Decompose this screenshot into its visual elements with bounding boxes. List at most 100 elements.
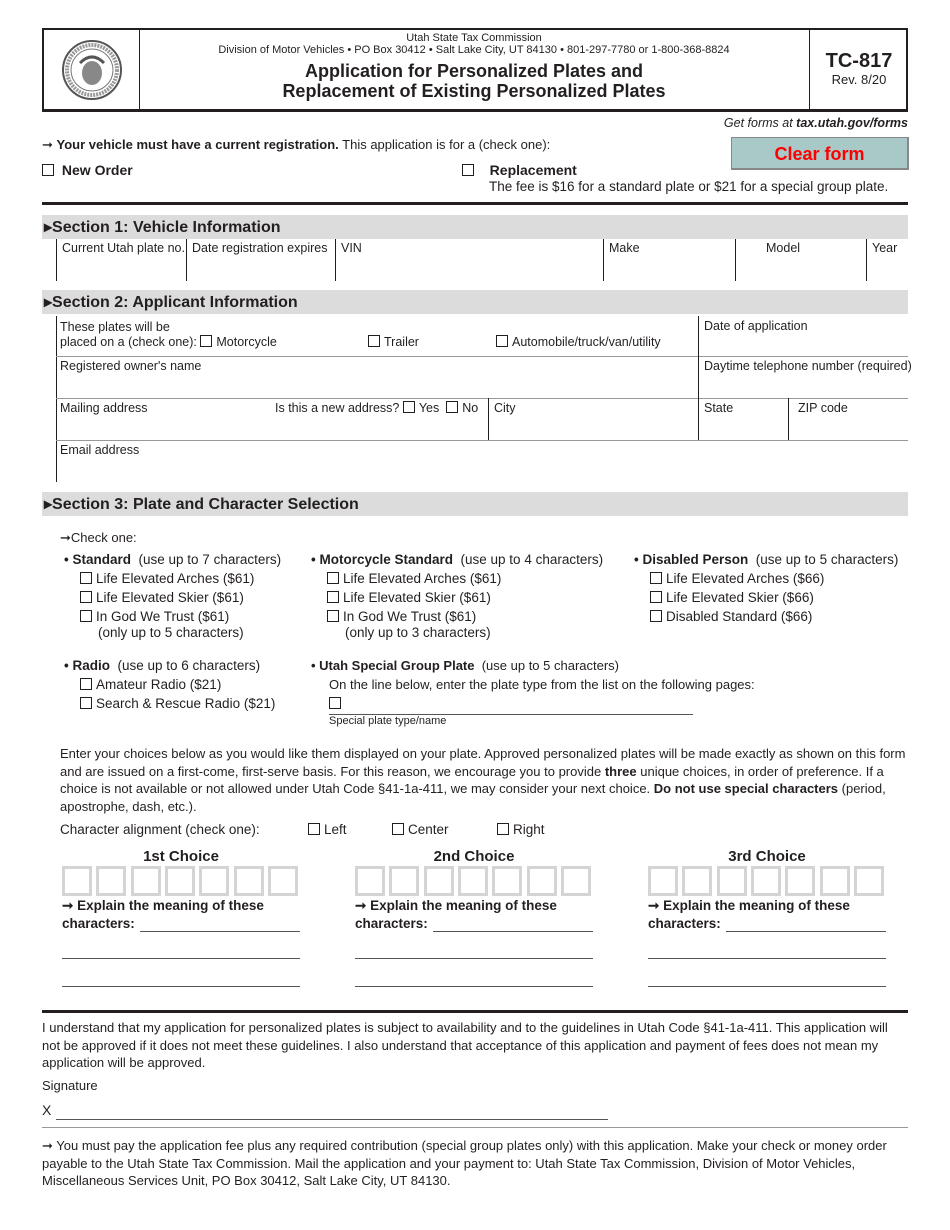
explain-line[interactable] xyxy=(433,931,593,932)
get-forms-prefix: Get forms at xyxy=(723,116,797,130)
registration-expires-field[interactable]: Date registration expires xyxy=(192,241,328,255)
year-field[interactable]: Year xyxy=(872,241,898,255)
motorcycle-group: • Motorcycle Standard (use up to 4 chara… xyxy=(311,552,604,640)
special-plate-line[interactable] xyxy=(329,714,693,715)
standard-group: • Standard (use up to 7 characters) Life… xyxy=(64,552,282,640)
character-box[interactable] xyxy=(648,866,678,896)
character-box[interactable] xyxy=(853,866,884,896)
character-box[interactable] xyxy=(96,866,127,896)
explain-line[interactable] xyxy=(355,986,593,987)
moto-option[interactable]: Life Elevated Arches ($61) xyxy=(311,569,603,588)
character-box[interactable] xyxy=(130,866,161,896)
new-order-option[interactable]: New Order xyxy=(42,162,133,178)
trailer-option[interactable]: Trailer xyxy=(368,335,419,349)
forms-url[interactable]: tax.utah.gov/forms xyxy=(796,116,908,130)
arrow-right-icon: ➞ xyxy=(42,1138,53,1153)
disabled-option[interactable]: Disabled Standard ($66) xyxy=(634,607,898,626)
motorcycle-checkbox[interactable] xyxy=(200,335,213,347)
character-box[interactable] xyxy=(423,866,454,896)
explain-line[interactable] xyxy=(140,931,300,932)
auto-checkbox[interactable] xyxy=(496,335,508,347)
clear-form-button[interactable]: Clear form xyxy=(731,137,909,170)
standard-option[interactable]: Life Elevated Arches ($61) xyxy=(64,569,281,588)
zip-field[interactable]: ZIP code xyxy=(798,401,848,415)
trailer-checkbox[interactable] xyxy=(368,335,380,347)
character-box[interactable] xyxy=(560,866,591,896)
standard-option[interactable]: Life Elevated Skier ($61) xyxy=(64,588,281,607)
replacement-option[interactable]: Replacement xyxy=(462,162,577,178)
character-box[interactable] xyxy=(457,866,488,896)
explain-line[interactable] xyxy=(648,958,886,959)
phone-field[interactable]: Daytime telephone number (required) xyxy=(704,359,912,373)
disabled-option[interactable]: Life Elevated Skier ($66) xyxy=(634,588,898,607)
character-box[interactable] xyxy=(62,866,92,896)
date-of-application-field[interactable]: Date of application xyxy=(704,319,808,333)
replacement-checkbox[interactable] xyxy=(462,164,474,176)
make-field[interactable]: Make xyxy=(609,241,640,255)
character-box[interactable] xyxy=(750,866,781,896)
character-box[interactable] xyxy=(526,866,557,896)
align-center-option[interactable]: Center xyxy=(392,822,449,837)
state-field[interactable]: State xyxy=(704,401,734,415)
character-box[interactable] xyxy=(682,866,713,896)
radio-option[interactable]: Amateur Radio ($21) xyxy=(64,675,275,694)
plate-no-field[interactable]: Current Utah plate no. xyxy=(62,241,185,255)
new-address-question: Is this a new address? Yes No xyxy=(275,401,479,415)
explain-line[interactable] xyxy=(62,986,300,987)
characters-label: characters: xyxy=(62,916,135,931)
new-order-label: New Order xyxy=(61,162,133,178)
character-box[interactable] xyxy=(233,866,264,896)
owner-name-field[interactable]: Registered owner's name xyxy=(60,359,202,373)
form-header: Utah State Tax Commission Division of Mo… xyxy=(42,28,908,112)
replacement-label: Replacement xyxy=(489,162,577,178)
agency-address: Division of Motor Vehicles • PO Box 3041… xyxy=(218,44,730,56)
section-1-title: Section 1: Vehicle Information xyxy=(52,219,281,236)
character-box[interactable] xyxy=(164,866,195,896)
character-box[interactable] xyxy=(267,866,298,896)
agreement-text: I understand that my application for per… xyxy=(42,1020,888,1070)
applicant-info-grid: These plates will be placed on a (check … xyxy=(56,316,912,482)
character-box[interactable] xyxy=(199,866,230,896)
city-field[interactable]: City xyxy=(494,401,516,415)
character-box[interactable] xyxy=(819,866,850,896)
disabled-option[interactable]: Life Elevated Arches ($66) xyxy=(634,569,898,588)
special-plate-field-label: Special plate type/name xyxy=(329,715,447,727)
explain-line[interactable] xyxy=(726,931,886,932)
standard-option[interactable]: In God We Trust ($61) xyxy=(64,607,281,626)
align-left-option[interactable]: Left xyxy=(308,822,347,837)
mailing-address-field[interactable]: Mailing address xyxy=(60,401,148,415)
model-field[interactable]: Model xyxy=(766,241,801,255)
notice-rest: This application is for a (check one): xyxy=(338,137,551,152)
no-checkbox[interactable] xyxy=(446,401,459,413)
special-group: • Utah Special Group Plate (use up to 5 … xyxy=(311,656,755,713)
explain-line[interactable] xyxy=(648,986,886,987)
signature-label: Signature xyxy=(42,1078,98,1093)
disabled-group: • Disabled Person (use up to 5 character… xyxy=(634,552,899,626)
email-field[interactable]: Email address xyxy=(60,443,140,457)
radio-option[interactable]: Search & Rescue Radio ($21) xyxy=(64,694,275,713)
no-label: No xyxy=(462,401,479,415)
character-box[interactable] xyxy=(389,866,420,896)
vin-field[interactable]: VIN xyxy=(341,241,362,255)
explain-label: ➞ Explain the meaning of these xyxy=(355,898,557,913)
get-forms-link[interactable]: Get forms at tax.utah.gov/forms xyxy=(724,116,908,130)
align-right-option[interactable]: Right xyxy=(497,822,545,837)
moto-option[interactable]: Life Elevated Skier ($61) xyxy=(311,588,603,607)
check-one-label: ➞Check one: xyxy=(60,530,137,545)
placed-on-label-2: placed on a (check one): Motorcycle xyxy=(60,335,277,349)
explain-line[interactable] xyxy=(355,958,593,959)
character-box[interactable] xyxy=(355,866,385,896)
auto-option[interactable]: Automobile/truck/van/utility xyxy=(496,335,661,349)
arrow-right-icon: ➞ xyxy=(42,137,53,152)
yes-checkbox[interactable] xyxy=(402,401,415,413)
character-box[interactable] xyxy=(785,866,816,896)
new-order-checkbox[interactable] xyxy=(42,164,54,176)
character-box[interactable] xyxy=(492,866,523,896)
special-group-checkbox[interactable] xyxy=(329,697,341,709)
moto-option[interactable]: In God We Trust ($61) xyxy=(311,607,603,626)
explain-line[interactable] xyxy=(62,958,300,959)
character-box[interactable] xyxy=(716,866,747,896)
signature-line[interactable] xyxy=(56,1119,608,1120)
arrow-right-icon: ➞ xyxy=(355,898,367,913)
section-1-header: ▸Section 1: Vehicle Information xyxy=(42,215,908,239)
